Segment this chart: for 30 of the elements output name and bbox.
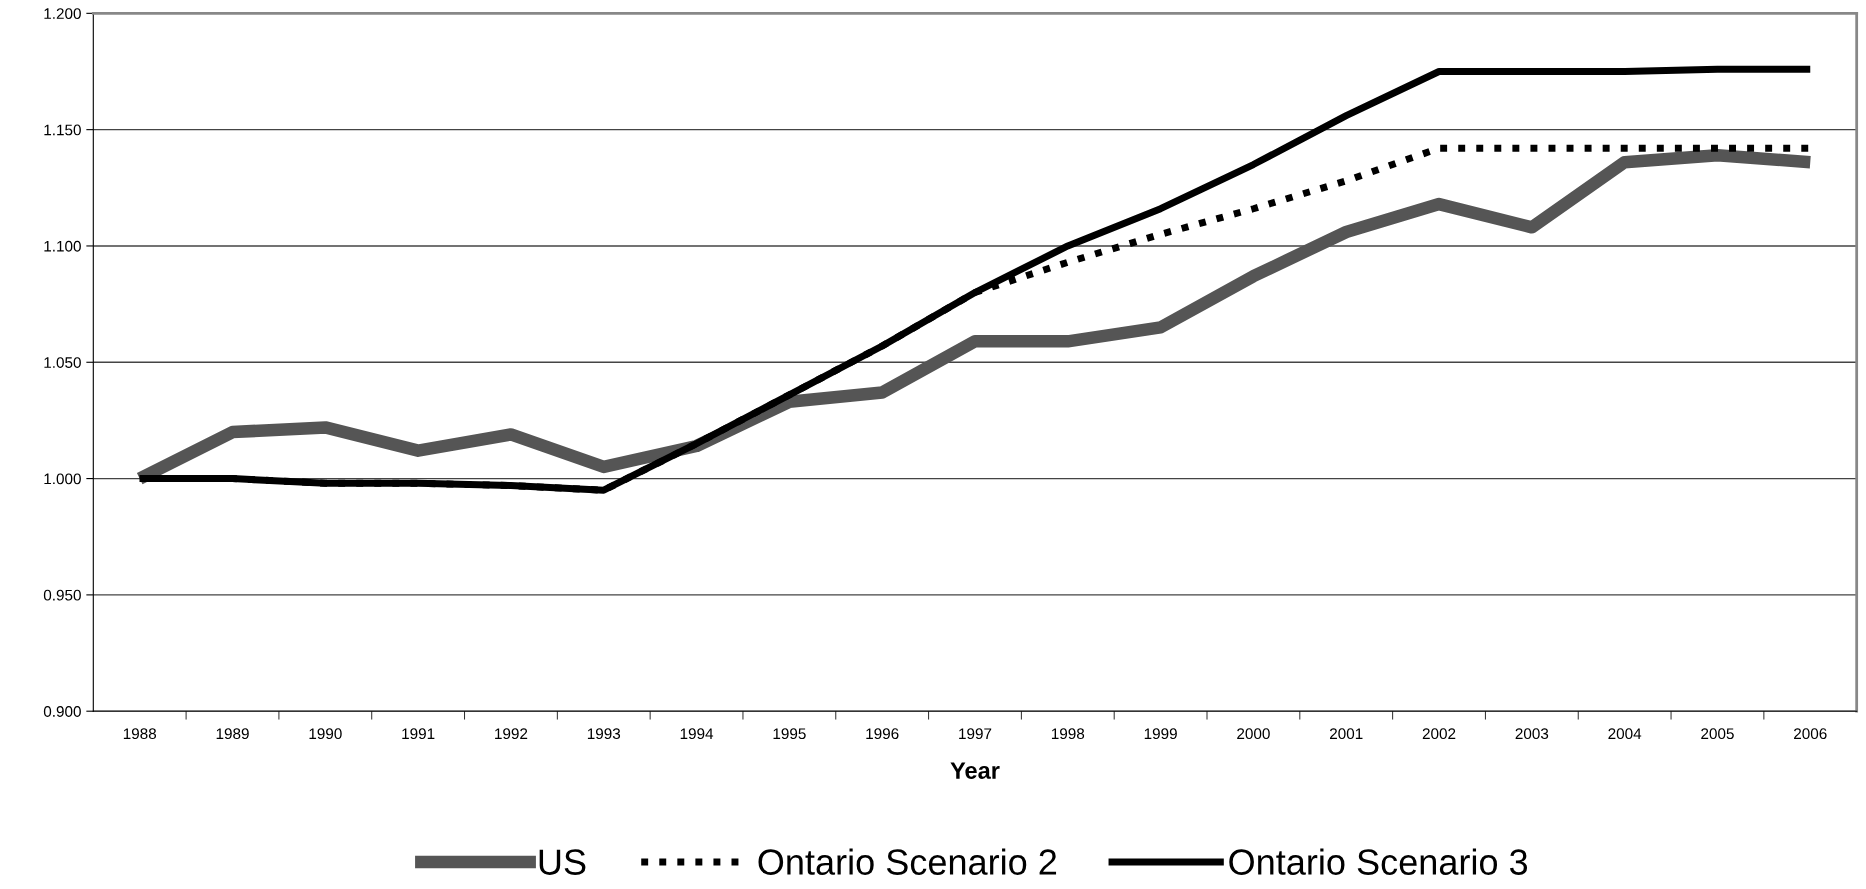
y-tick-label: 1.100 [44,240,81,252]
x-tick-label: 2003 [1515,728,1549,740]
x-tick-label: 1997 [959,728,992,740]
x-tick-label: 1999 [1144,728,1177,740]
y-tick-label: 1.050 [44,357,81,368]
x-tick-label: 2001 [1330,728,1363,740]
x-tick-label: 1996 [866,728,899,740]
x-tick-label: 1993 [587,728,621,740]
x-axis-title: Year [950,762,1000,779]
x-tick-label: 2004 [1608,728,1642,740]
x-tick-label: 1990 [309,728,342,740]
legend-label: Ontario Scenario 3 [1229,848,1528,875]
x-tick-label: 1992 [495,728,528,740]
x-tick-label: 1991 [402,728,435,740]
x-tick-label: 2006 [1794,728,1827,740]
x-tick-label: 2002 [1422,728,1456,740]
x-tick-label: 2005 [1701,728,1734,740]
legend-label: US [539,849,586,875]
y-tick-label: 1.150 [44,124,81,136]
x-tick-label: 2000 [1237,728,1270,740]
y-tick-label: 0.950 [43,589,81,601]
x-tick-label: 1994 [680,728,714,740]
x-tick-label: 1995 [773,728,806,740]
legend-label: Ontario Scenario 2 [758,848,1057,875]
y-tick-label: 1.200 [44,8,81,20]
x-tick-label: 1998 [1051,728,1085,740]
y-tick-label: 0.900 [43,706,81,717]
x-tick-label: 1989 [216,728,249,740]
y-tick-label: 1.000 [44,473,81,485]
x-tick-label: 1988 [123,728,157,740]
